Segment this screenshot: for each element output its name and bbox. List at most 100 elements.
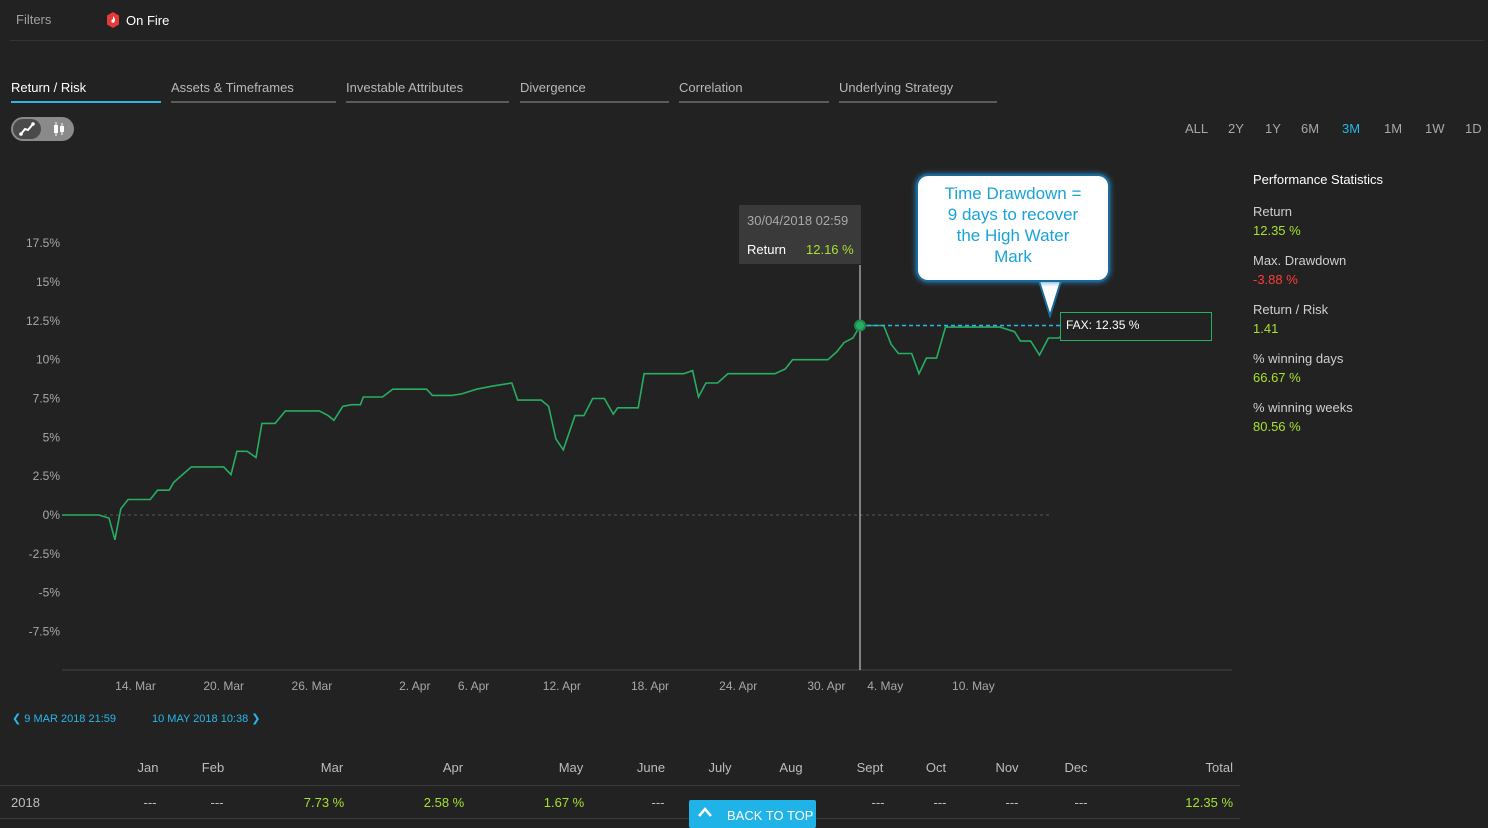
tooltip-value: 12.16 % [806,242,854,257]
callout-line: Time Drawdown = [944,184,1082,203]
tab-return-risk[interactable]: Return / Risk [11,80,161,103]
x-tick-label: 14. Mar [115,679,156,693]
callout-pointer [1036,278,1064,318]
month-header: Nov [995,760,1019,775]
range-3m-button[interactable]: 3M [1342,121,1361,136]
y-tick-label: 7.5% [33,392,61,406]
range-all-button[interactable]: ALL [1185,121,1209,136]
tab-divergence[interactable]: Divergence [520,80,669,103]
line-chart-toggle[interactable] [13,119,41,139]
month-value: 7.73 % [303,795,345,810]
callout-line: the High Water [956,226,1070,245]
month-header: Oct [925,760,947,775]
stat-winning-days-value: 66.67 % [1253,370,1301,385]
date-start-text: 9 MAR 2018 21:59 [24,713,117,725]
stats-title: Performance Statistics [1253,172,1384,187]
stat-max-drawdown-value: -3.88 % [1253,272,1298,287]
y-tick-label: 12.5% [26,314,60,328]
y-tick-label: -5% [39,586,61,600]
x-tick-label: 10. May [952,679,995,693]
table-divider [0,818,1240,819]
month-header: May [558,760,584,775]
date-end-text: 10 MAY 2018 10:38 [152,713,249,725]
x-tick-label: 2. Apr [399,679,430,693]
series-value-text: FAX: 12.35 % [1066,318,1140,332]
range-1w-button[interactable]: 1W [1425,121,1445,136]
candlestick-icon [54,122,64,136]
month-value: 12.35 % [1185,795,1233,810]
stat-return-risk-value: 1.41 [1253,321,1279,336]
month-header: July [708,760,732,775]
date-range-start[interactable]: ❮ 9 MAR 2018 21:59 [12,712,116,725]
filters-bar [10,0,1484,41]
chart-tooltip [739,205,861,264]
stat-winning-weeks-value: 80.56 % [1253,419,1301,434]
month-header: Apr [442,760,464,775]
y-tick-label: 2.5% [33,469,61,483]
date-range-end[interactable]: 10 MAY 2018 10:38 ❯ [152,712,261,725]
range-1m-button[interactable]: 1M [1384,121,1403,136]
range-6m-button[interactable]: 6M [1301,121,1320,136]
month-value: --- [210,795,224,810]
month-header: Feb [201,760,225,775]
range-1d-button[interactable]: 1D [1465,121,1482,136]
x-tick-label: 18. Apr [631,679,669,693]
stat-winning-weeks-label: % winning weeks [1253,400,1353,415]
fire-icon [107,12,119,28]
tab-investable-attributes[interactable]: Investable Attributes [346,80,509,103]
callout-text: Time Drawdown = 9 days to recover the Hi… [924,183,1102,267]
month-value: --- [651,795,665,810]
stat-winning-days-label: % winning days [1253,351,1344,366]
y-tick-label: -7.5% [29,624,61,638]
y-tick-label: 15% [36,275,60,289]
table-year: 2018 [11,795,40,810]
x-tick-label: 30. Apr [807,679,845,693]
x-tick-label: 26. Mar [292,679,333,693]
return-chart[interactable]: 17.5% 15% 12.5% 10% 7.5% 5% 2.5% 0% -2.5% -5% -7.5… [0,150,1240,710]
month-header: Sept [856,760,884,775]
month-value: --- [143,795,157,810]
stat-max-drawdown-label: Max. Drawdown [1253,253,1347,268]
y-tick-label: 17.5% [26,236,60,250]
callout-line: Mark [994,247,1032,266]
range-2y-button[interactable]: 2Y [1228,121,1244,136]
tooltip-date: 30/04/2018 02:59 [747,213,849,228]
candlestick-toggle[interactable] [46,119,72,139]
hover-marker [854,319,866,332]
tab-assets-timeframes[interactable]: Assets & Timeframes [171,80,336,103]
month-value: --- [1074,795,1088,810]
tab-underlying-strategy[interactable]: Underlying Strategy [839,80,997,103]
x-tick-label: 20. Mar [203,679,244,693]
month-header: Total [1205,760,1233,775]
stat-return-risk-label: Return / Risk [1253,302,1329,317]
month-header: Mar [320,760,344,775]
on-fire-badge[interactable]: On Fire [126,13,170,28]
month-header: Jan [137,760,159,775]
stat-return-value: 12.35 % [1253,223,1301,238]
chevron-right-icon: ❯ [248,713,261,725]
y-tick-label: 10% [36,353,60,367]
series-value-label [1060,312,1212,341]
x-tick-label: 24. Apr [719,679,757,693]
filters-button[interactable]: Filters [16,12,52,27]
month-header: June [636,760,666,775]
stat-return-label: Return [1253,204,1293,219]
y-tick-label: -2.5% [29,547,61,561]
y-tick-label: 5% [43,430,61,444]
series-line-fax [62,322,1092,541]
tooltip-label: Return [747,242,787,257]
tab-correlation[interactable]: Correlation [679,80,829,103]
chevron-up-icon [698,807,712,817]
x-tick-label: 12. Apr [543,679,581,693]
month-header: Dec [1064,760,1088,775]
range-1y-button[interactable]: 1Y [1265,121,1281,136]
y-tick-label: 0% [43,508,61,522]
month-value: --- [1005,795,1019,810]
table-divider [0,785,1240,786]
annotation-callout [918,176,1108,280]
x-tick-label: 4. May [867,679,903,693]
month-value: 2.58 % [423,795,465,810]
month-value: 1.67 % [543,795,585,810]
chevron-left-icon: ❮ [12,713,25,725]
line-chart-icon [19,122,35,136]
